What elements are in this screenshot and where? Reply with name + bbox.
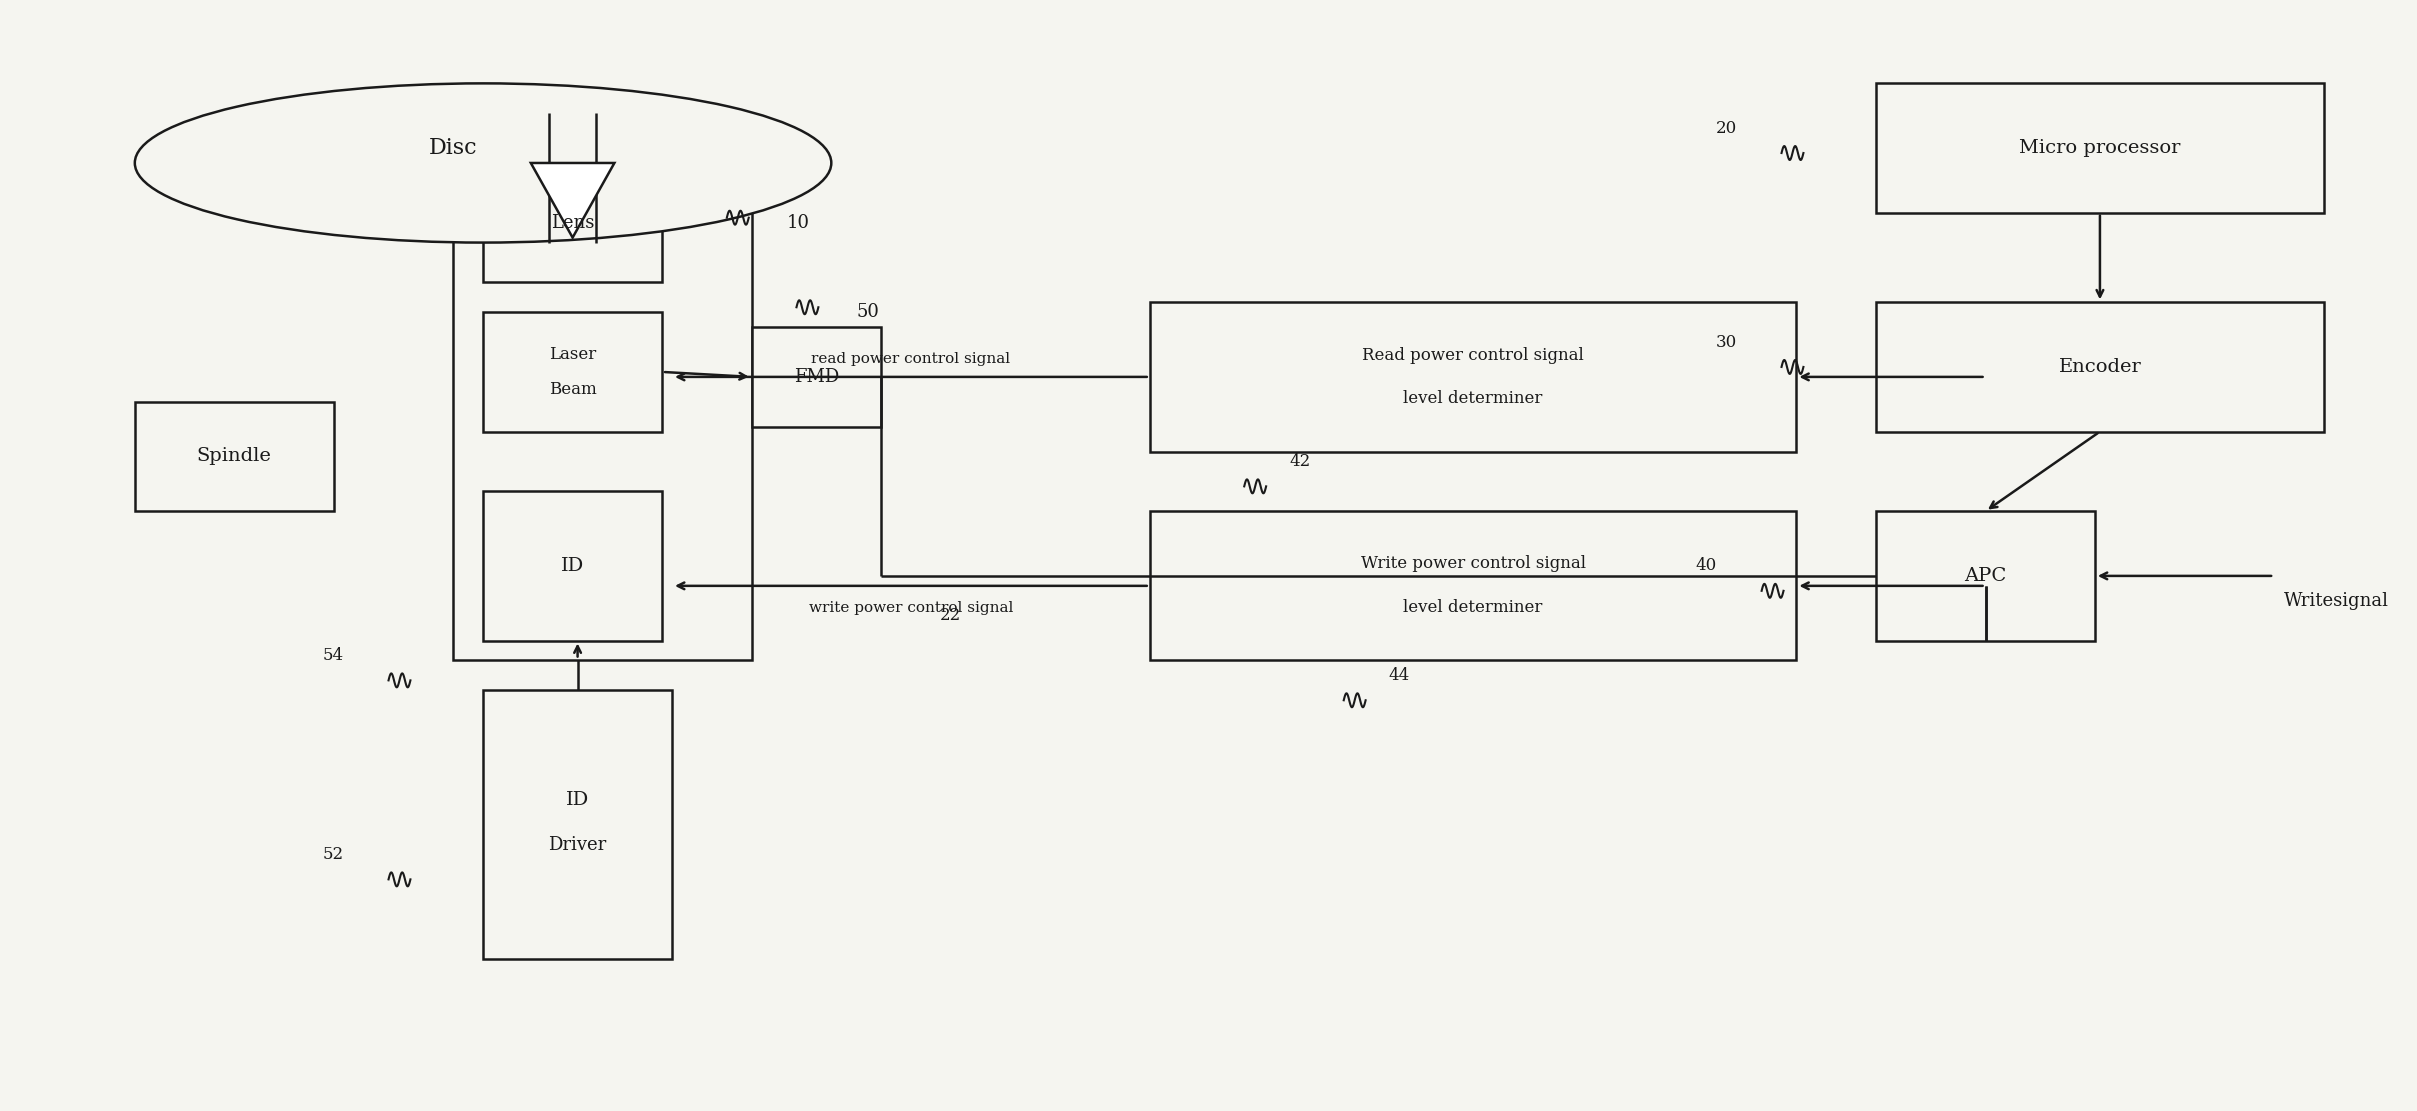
Text: 30: 30 (1716, 333, 1738, 351)
Text: Laser: Laser (549, 346, 597, 362)
Bar (483, 491, 662, 641)
Text: 20: 20 (1716, 120, 1738, 137)
Text: 10: 10 (786, 213, 810, 232)
Text: Lens: Lens (551, 213, 595, 232)
Text: 44: 44 (1387, 667, 1409, 684)
Text: Micro processor: Micro processor (2018, 139, 2180, 157)
Text: 54: 54 (321, 647, 343, 664)
Text: APC: APC (1965, 567, 2006, 584)
Text: Beam: Beam (549, 381, 597, 399)
Bar (483, 163, 662, 282)
Text: 50: 50 (856, 303, 880, 321)
Text: ID: ID (566, 791, 590, 809)
Bar (1150, 302, 1796, 451)
Text: Writesignal: Writesignal (2284, 592, 2388, 610)
Ellipse shape (135, 83, 831, 242)
Text: Spindle: Spindle (196, 448, 271, 466)
Text: 52: 52 (321, 845, 343, 863)
Bar (483, 312, 662, 431)
Text: Driver: Driver (549, 835, 607, 853)
Text: 42: 42 (1288, 453, 1310, 470)
Text: Write power control signal: Write power control signal (1361, 556, 1586, 572)
Polygon shape (532, 163, 614, 238)
Text: Disc: Disc (428, 137, 479, 159)
Bar (1876, 302, 2323, 431)
Bar (483, 690, 672, 959)
Text: Encoder: Encoder (2059, 358, 2141, 376)
Bar (1876, 83, 2323, 212)
Text: write power control signal: write power control signal (810, 601, 1013, 614)
Bar (1876, 511, 2096, 641)
Text: level determiner: level determiner (1404, 390, 1542, 408)
Text: 22: 22 (940, 608, 962, 624)
Bar (135, 402, 334, 511)
Text: Read power control signal: Read power control signal (1363, 347, 1583, 363)
Bar (454, 113, 752, 660)
Text: read power control signal: read power control signal (812, 352, 1010, 366)
Text: level determiner: level determiner (1404, 599, 1542, 617)
Text: 40: 40 (1697, 558, 1716, 574)
Text: ID: ID (561, 557, 585, 575)
Text: FMD: FMD (793, 368, 839, 386)
Bar (1150, 511, 1796, 660)
Bar (752, 327, 882, 427)
